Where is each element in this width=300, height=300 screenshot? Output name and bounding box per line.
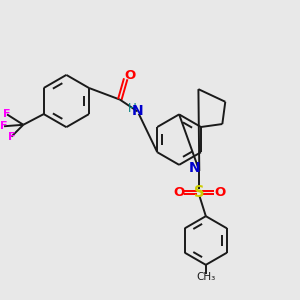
Text: H: H: [128, 102, 137, 115]
Text: O: O: [214, 186, 226, 199]
Text: N: N: [189, 161, 201, 176]
Text: S: S: [194, 185, 205, 200]
Text: O: O: [173, 186, 184, 199]
Text: O: O: [124, 69, 136, 82]
Text: F: F: [0, 121, 8, 131]
Text: F: F: [3, 110, 11, 119]
Text: CH₃: CH₃: [196, 272, 215, 282]
Text: N: N: [131, 104, 143, 118]
Text: F: F: [8, 132, 15, 142]
